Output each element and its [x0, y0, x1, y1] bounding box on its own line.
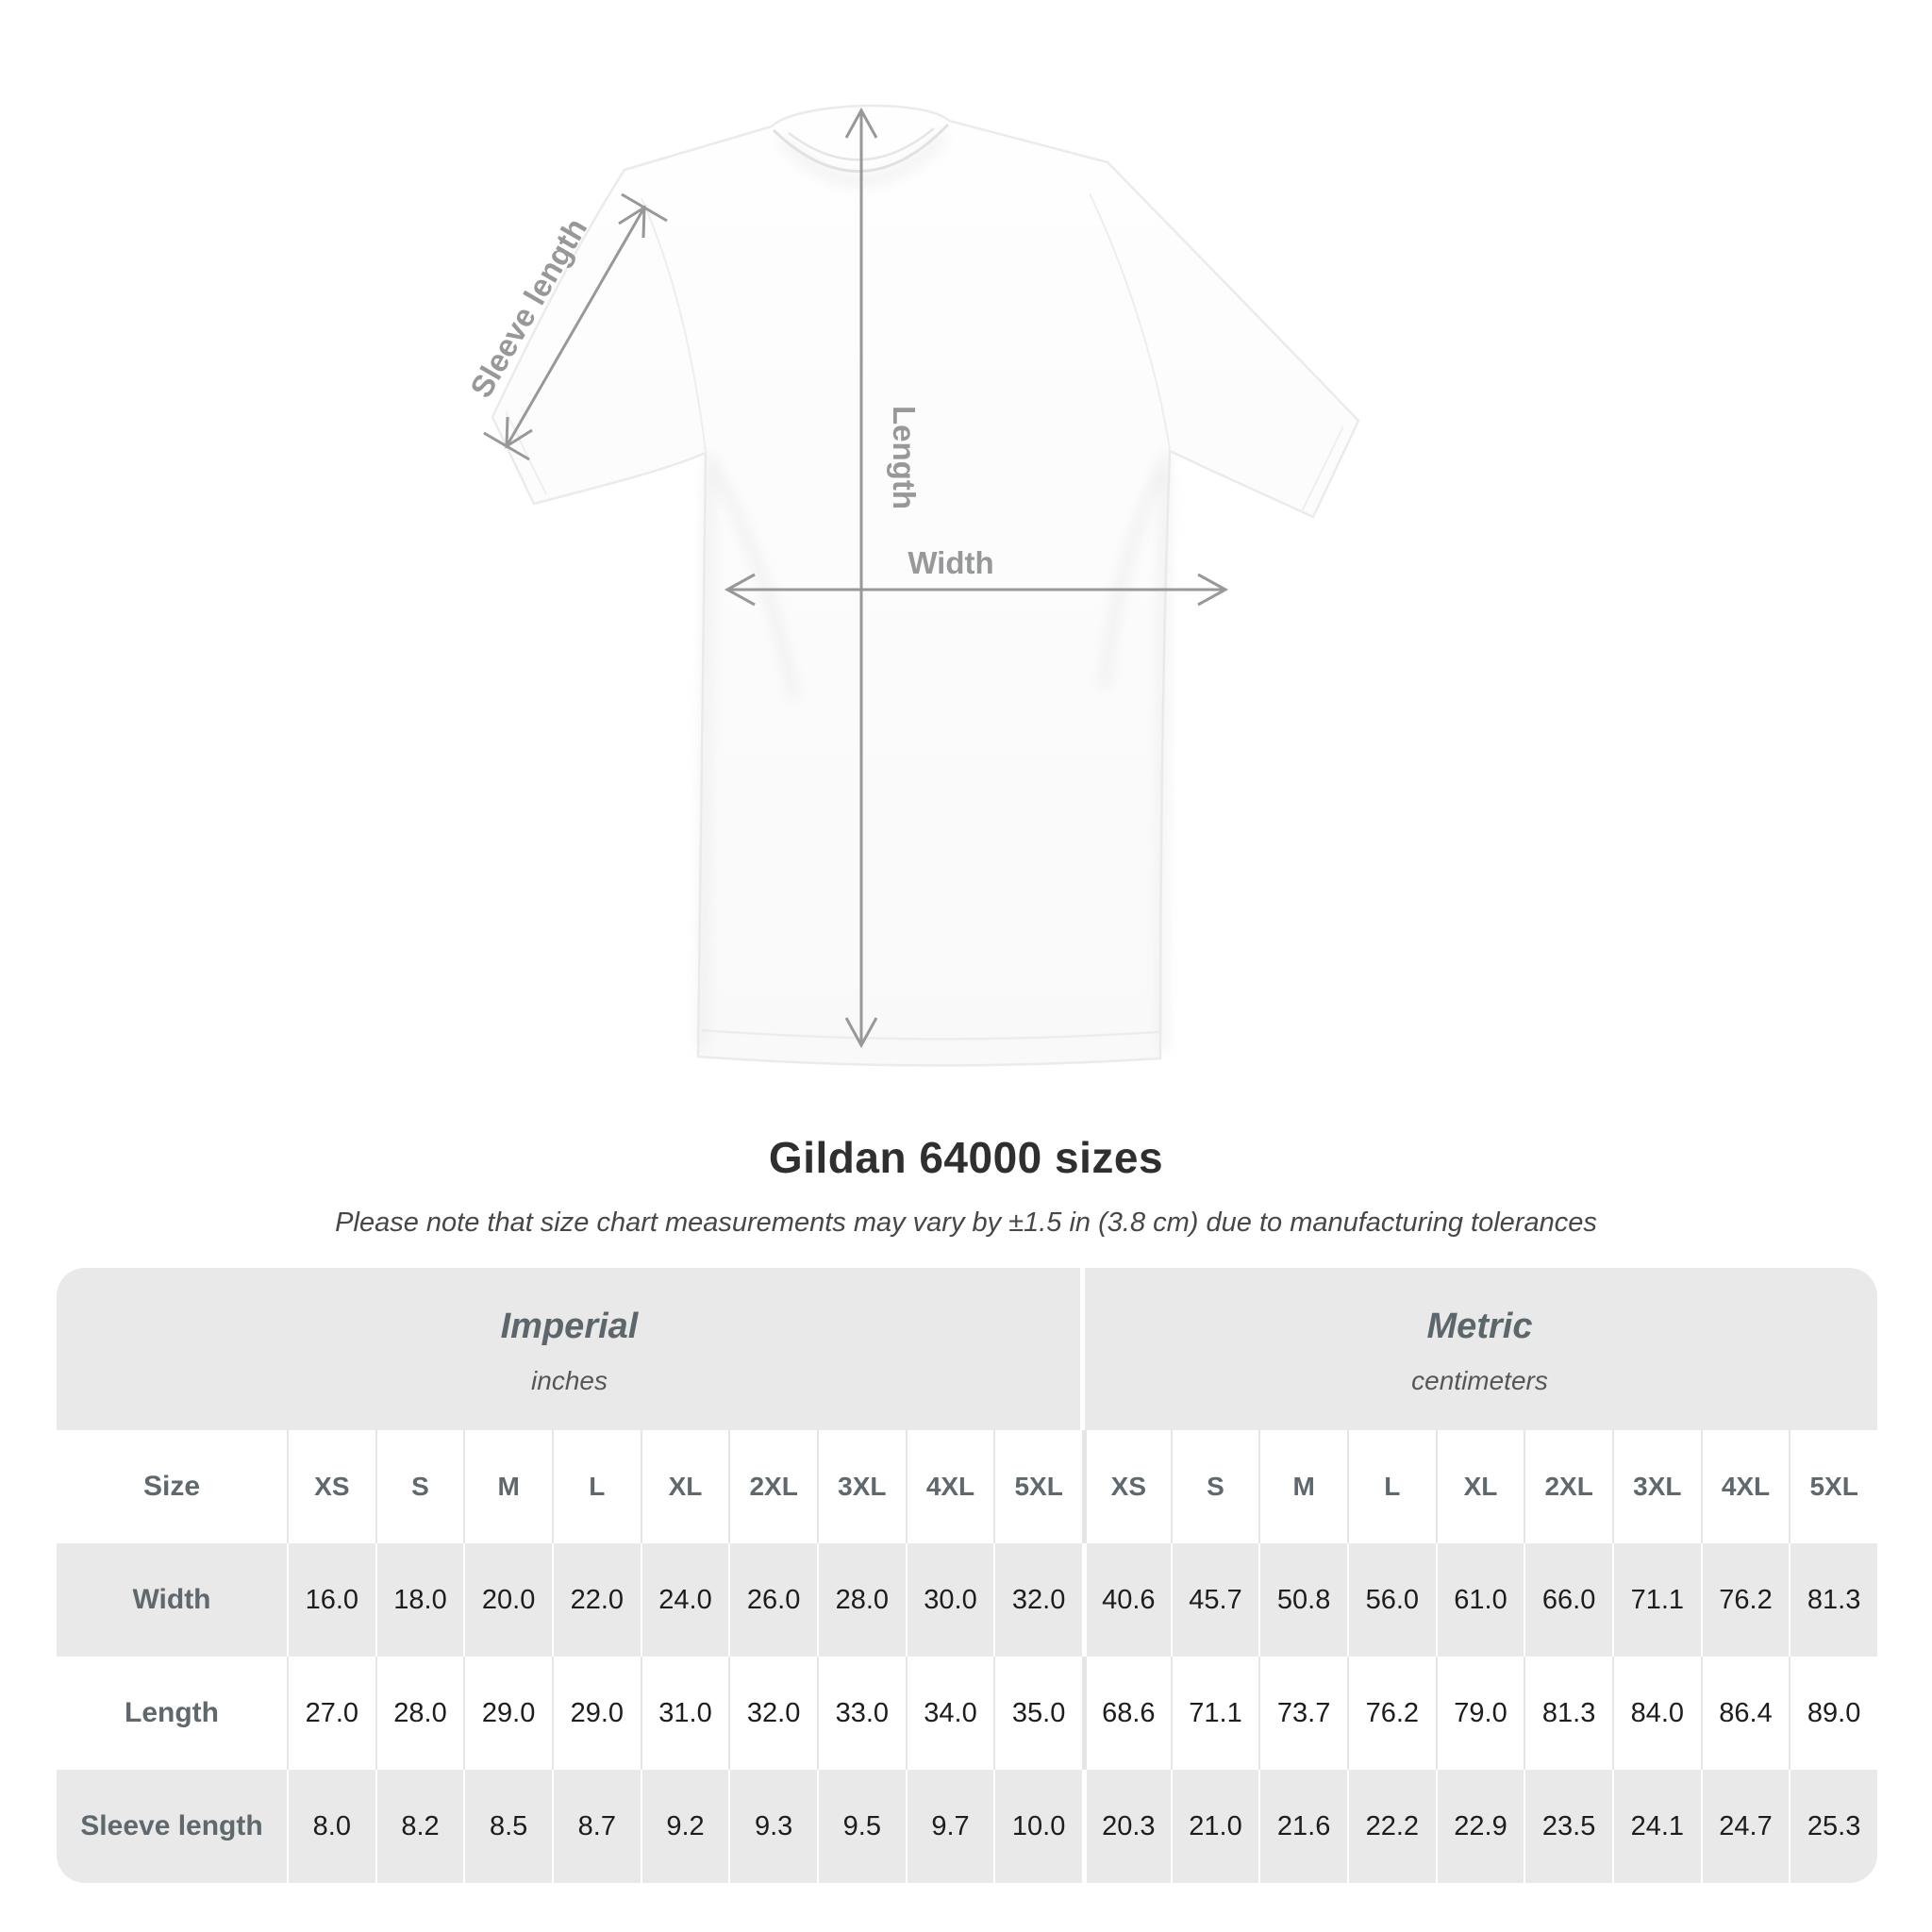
value-cell: 27.0 — [287, 1657, 375, 1770]
value-cell: 24.0 — [640, 1543, 729, 1657]
value-cell: 79.0 — [1435, 1657, 1524, 1770]
value-cell: 32.0 — [993, 1543, 1082, 1657]
value-cell: 35.0 — [993, 1657, 1082, 1770]
size-grid: Size XS S M L XL 2XL 3XL 4XL 5XL XS S M L XL 2XL 3XL 4XL 5… — [57, 1430, 1877, 1883]
value-cell: 9.3 — [728, 1770, 817, 1883]
value-cell: 28.0 — [375, 1657, 464, 1770]
value-cell: 22.0 — [551, 1543, 641, 1657]
value-cell: 8.0 — [287, 1770, 375, 1883]
size-column-header: 5XL — [993, 1430, 1082, 1543]
size-column-header: 5XL — [1789, 1430, 1877, 1543]
page-title: Gildan 64000 sizes — [768, 1133, 1164, 1182]
size-column-header: XS — [1081, 1430, 1171, 1543]
row-label: Width — [57, 1543, 287, 1657]
value-cell: 71.1 — [1170, 1657, 1259, 1770]
value-cell: 20.3 — [1081, 1770, 1171, 1883]
value-cell: 23.5 — [1524, 1770, 1612, 1883]
value-cell: 71.1 — [1611, 1543, 1701, 1657]
value-cell: 61.0 — [1435, 1543, 1524, 1657]
value-cell: 89.0 — [1789, 1657, 1877, 1770]
imperial-section-header: Imperial inches — [57, 1268, 1082, 1430]
value-cell: 8.7 — [551, 1770, 641, 1883]
size-column-header: 4XL — [1700, 1430, 1790, 1543]
value-cell: 26.0 — [728, 1543, 817, 1657]
tshirt-measurement-diagram: Sleeve length Length Width — [463, 104, 1360, 1067]
value-cell: 34.0 — [905, 1657, 994, 1770]
size-column-header: S — [375, 1430, 464, 1543]
value-cell: 9.2 — [640, 1770, 729, 1883]
length-dimension-line — [844, 107, 878, 1049]
value-cell: 81.3 — [1524, 1657, 1612, 1770]
value-cell: 22.9 — [1435, 1770, 1524, 1883]
value-cell: 76.2 — [1700, 1543, 1790, 1657]
value-cell: 40.6 — [1081, 1543, 1171, 1657]
size-column-header: 2XL — [1524, 1430, 1612, 1543]
value-cell: 32.0 — [728, 1657, 817, 1770]
row-label: Sleeve length — [57, 1770, 287, 1883]
size-column-header: 3XL — [816, 1430, 906, 1543]
size-column-header: S — [1170, 1430, 1259, 1543]
size-column-header: XL — [1435, 1430, 1524, 1543]
size-column-header: 2XL — [728, 1430, 817, 1543]
value-cell: 24.7 — [1700, 1770, 1790, 1883]
value-cell: 24.1 — [1611, 1770, 1701, 1883]
value-cell: 31.0 — [640, 1657, 729, 1770]
size-column-header: XL — [640, 1430, 729, 1543]
metric-label: Metric — [1426, 1306, 1533, 1346]
value-cell: 25.3 — [1789, 1770, 1877, 1883]
value-cell: 8.5 — [463, 1770, 552, 1883]
metric-section-header: Metric centimeters — [1082, 1268, 1877, 1430]
value-cell: 76.2 — [1346, 1657, 1436, 1770]
value-cell: 9.7 — [905, 1770, 994, 1883]
table-unit-header: Imperial inches Metric centimeters — [57, 1268, 1877, 1430]
value-cell: 50.8 — [1258, 1543, 1347, 1657]
corner-cell-size: Size — [57, 1430, 287, 1543]
value-cell: 73.7 — [1258, 1657, 1347, 1770]
value-cell: 45.7 — [1170, 1543, 1259, 1657]
value-cell: 29.0 — [463, 1657, 552, 1770]
value-cell: 10.0 — [993, 1770, 1082, 1883]
size-column-header: M — [463, 1430, 552, 1543]
value-cell: 66.0 — [1524, 1543, 1612, 1657]
value-cell: 86.4 — [1700, 1657, 1790, 1770]
value-cell: 33.0 — [816, 1657, 906, 1770]
size-column-header: L — [1346, 1430, 1436, 1543]
value-cell: 16.0 — [287, 1543, 375, 1657]
value-cell: 84.0 — [1611, 1657, 1701, 1770]
value-cell: 81.3 — [1789, 1543, 1877, 1657]
value-cell: 22.2 — [1346, 1770, 1436, 1883]
value-cell: 56.0 — [1346, 1543, 1436, 1657]
length-label: Length — [887, 406, 922, 509]
dimension-lines — [483, 107, 1229, 1049]
imperial-label: Imperial — [500, 1306, 639, 1346]
value-cell: 20.0 — [463, 1543, 552, 1657]
metric-unit-label: centimeters — [1411, 1365, 1548, 1395]
width-label: Width — [908, 545, 993, 580]
value-cell: 18.0 — [375, 1543, 464, 1657]
size-column-header: XS — [287, 1430, 375, 1543]
width-dimension-line — [724, 573, 1229, 607]
size-column-header: L — [551, 1430, 641, 1543]
value-cell: 8.2 — [375, 1770, 464, 1883]
tshirt-image — [491, 104, 1360, 1067]
value-cell: 9.5 — [816, 1770, 906, 1883]
size-column-header: M — [1258, 1430, 1347, 1543]
value-cell: 68.6 — [1081, 1657, 1171, 1770]
size-table: Imperial inches Metric centimeters Size X… — [57, 1268, 1877, 1883]
value-cell: 28.0 — [816, 1543, 906, 1657]
size-column-header: 4XL — [905, 1430, 994, 1543]
value-cell: 30.0 — [905, 1543, 994, 1657]
imperial-unit-label: inches — [531, 1365, 608, 1395]
value-cell: 29.0 — [551, 1657, 641, 1770]
row-label: Length — [57, 1657, 287, 1770]
sleeve-length-dimension-line — [483, 192, 668, 461]
value-cell: 21.0 — [1170, 1770, 1259, 1883]
section-divider — [1080, 1268, 1085, 1430]
size-column-header: 3XL — [1611, 1430, 1701, 1543]
page-subtitle: Please note that size chart measurements… — [335, 1208, 1597, 1238]
value-cell: 21.6 — [1258, 1770, 1347, 1883]
